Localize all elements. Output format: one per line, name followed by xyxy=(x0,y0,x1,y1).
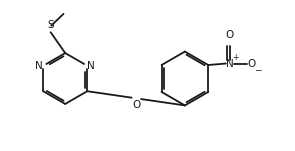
Text: O: O xyxy=(226,31,234,40)
Text: −: − xyxy=(253,65,261,74)
Text: N: N xyxy=(35,61,43,71)
Text: N: N xyxy=(87,61,95,71)
Text: +: + xyxy=(232,53,239,62)
Text: S: S xyxy=(47,20,54,30)
Text: N: N xyxy=(226,59,234,69)
Text: O: O xyxy=(247,59,255,69)
Text: O: O xyxy=(132,100,140,110)
